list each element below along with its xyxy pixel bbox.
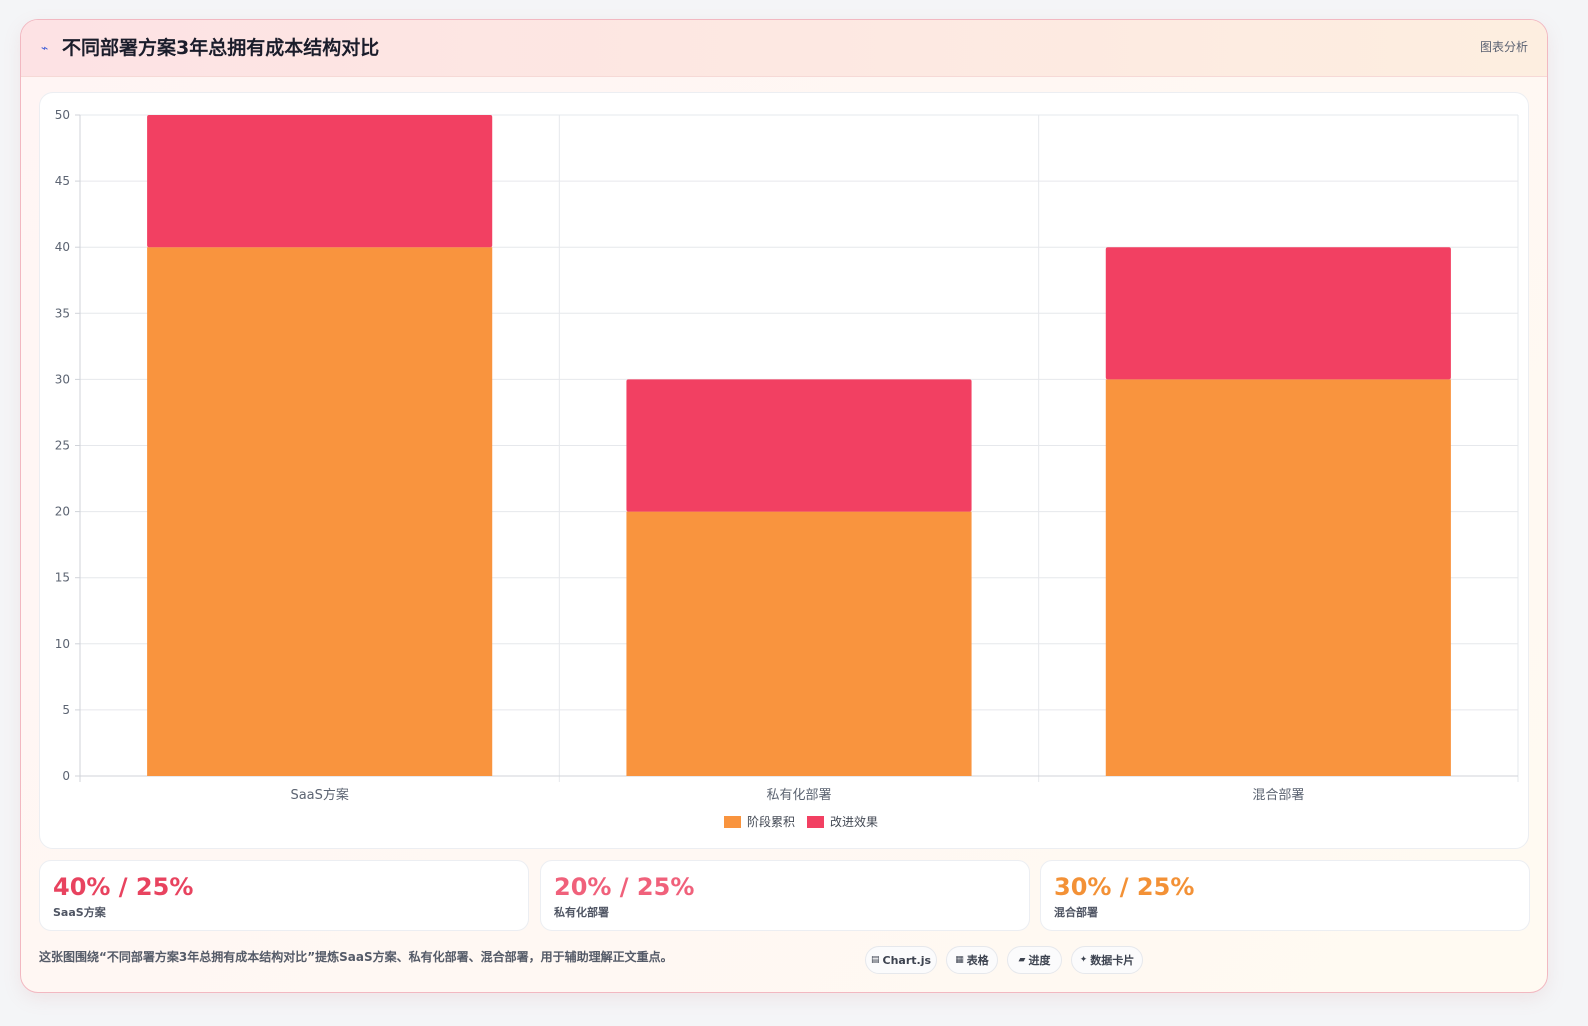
stat-card-private: 20% / 25% 私有化部署	[540, 860, 1030, 931]
legend-swatch	[807, 816, 824, 828]
y-tick-label: 50	[55, 108, 70, 122]
y-tick-label: 20	[55, 505, 70, 519]
y-tick-label: 35	[55, 306, 70, 320]
bar-stage-cumulative	[1105, 379, 1451, 776]
y-tick-label: 5	[62, 703, 70, 717]
pill-chartjs[interactable]: ▤ Chart.js	[865, 946, 937, 974]
card-header: ⌁ 不同部署方案3年总拥有成本结构对比 图表分析	[21, 20, 1547, 77]
chart-line-icon: ⌁	[41, 41, 49, 55]
y-tick-label: 25	[55, 439, 70, 453]
bar-stage-cumulative	[626, 511, 972, 776]
pill-label: Chart.js	[882, 953, 932, 967]
chart-analysis-tag: 图表分析	[1479, 40, 1528, 54]
stat-card-saas: 40% / 25% SaaS方案	[39, 860, 529, 931]
footer-note: 这张图围绕“不同部署方案3年总拥有成本结构对比”提炼SaaS方案、私有化部署、混…	[39, 950, 673, 964]
sparkle-icon: ✦	[1079, 955, 1088, 965]
chart-icon: ▤	[870, 955, 880, 965]
x-tick-label: 私有化部署	[766, 788, 831, 803]
table-icon: ▦	[955, 955, 964, 965]
chart-panel: 0 5 10 15 20 25 30 35 40 45 50 SaaS方案 私有化部署 混合部署阶段累积 改…	[39, 92, 1529, 849]
pill-table[interactable]: ▦ 表格	[946, 946, 998, 974]
stat-card-hybrid: 30% / 25% 混合部署	[1040, 860, 1530, 931]
legend-swatch	[724, 816, 741, 828]
bar-improvement-effect	[1105, 247, 1451, 380]
legend-label: 阶段累积	[747, 814, 795, 829]
chart-title: 不同部署方案3年总拥有成本结构对比	[62, 37, 380, 59]
legend-label: 改进效果	[830, 814, 878, 829]
bar-improvement-effect	[147, 115, 493, 248]
y-tick-label: 15	[55, 571, 70, 585]
stat-value: 30% / 25%	[1054, 873, 1195, 901]
stat-label: SaaS方案	[53, 906, 106, 919]
x-tick-label: 混合部署	[1252, 788, 1304, 803]
chart-card: ⌁ 不同部署方案3年总拥有成本结构对比 图表分析 0 5 10 15 20 25 30 35 4…	[20, 19, 1548, 993]
x-tick-label: SaaS方案	[290, 787, 348, 803]
pill-progress[interactable]: ▰ 进度	[1007, 946, 1062, 974]
progress-icon: ▰	[1018, 955, 1026, 965]
y-tick-label: 0	[62, 769, 70, 783]
y-tick-label: 10	[55, 637, 70, 651]
y-tick-label: 45	[55, 174, 70, 188]
stat-value: 20% / 25%	[554, 873, 695, 901]
y-tick-label: 30	[55, 372, 70, 386]
pill-label: 进度	[1028, 954, 1051, 967]
bar-stage-cumulative	[147, 247, 493, 776]
pill-label: 数据卡片	[1090, 954, 1135, 967]
pill-data-card[interactable]: ✦ 数据卡片	[1071, 946, 1143, 974]
stat-label: 混合部署	[1054, 906, 1098, 919]
bar-improvement-effect	[626, 379, 972, 512]
stat-label: 私有化部署	[554, 906, 609, 919]
stat-value: 40% / 25%	[53, 873, 194, 901]
y-tick-label: 40	[55, 240, 70, 254]
pill-label: 表格	[966, 954, 989, 967]
